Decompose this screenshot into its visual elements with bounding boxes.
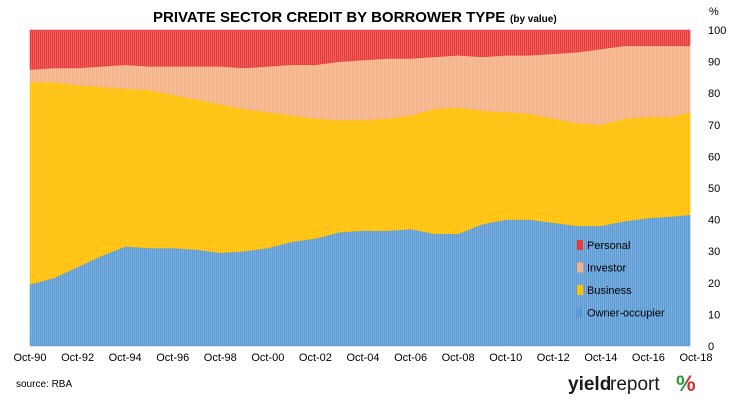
x-tick-label: Oct-10 [489,352,522,364]
y-tick-label: 20 [708,278,720,290]
legend-swatch [577,285,583,295]
y-tick-label: 80 [708,88,720,100]
x-tick-label: Oct-14 [584,352,617,364]
legend-swatch [577,240,583,250]
y-tick-label: 70 [708,120,720,132]
x-tick-label: Oct-08 [442,352,475,364]
x-tick-label: Oct-90 [13,352,46,364]
x-tick-label: Oct-18 [679,352,712,364]
x-tick-label: Oct-06 [394,352,427,364]
legend-swatch [577,307,583,318]
x-axis: Oct-90 Oct-92 Oct-94 Oct-96 Oct-98 Oct-00 Oct-… [13,352,712,364]
x-tick-label: Oct-16 [632,352,665,364]
plot-area [29,29,691,347]
y-tick-label: 60 [708,151,720,163]
y-tick-label: 50 [708,183,720,195]
x-tick-label: Oct-04 [346,352,379,364]
legend-swatch [577,262,583,273]
y-tick-label: 10 [708,309,720,321]
legend-label: Business [587,285,632,297]
logo-word-report: report [610,374,660,395]
y-tick-label: 30 [708,246,720,258]
source-note: source: RBA [16,379,72,390]
logo-percent: % [676,371,696,396]
legend-label: Owner-occupier [587,308,665,320]
legend-label: Personal [587,240,630,252]
x-tick-label: Oct-02 [299,352,332,364]
x-tick-label: Oct-94 [109,352,142,364]
y-unit-label: % [709,6,719,18]
logo-word-yield: yield [568,374,611,395]
x-tick-label: Oct-92 [61,352,94,364]
y-axis: 0 10 20 30 40 50 60 70 80 90 100 [708,25,726,353]
x-tick-label: Oct-96 [156,352,189,364]
x-tick-label: Oct-00 [251,352,284,364]
chart-subtitle: (by value) [510,14,557,25]
y-tick-label: 100 [708,25,726,37]
y-tick-label: 40 [708,215,720,227]
legend: Personal Investor Business Owner-occupier [577,240,665,320]
chart-title: PRIVATE SECTOR CREDIT BY BORROWER TYPE [153,9,505,26]
legend-label: Investor [587,263,626,275]
x-tick-label: Oct-98 [204,352,237,364]
yieldreport-logo: yield report % [568,371,696,396]
series-area-personal [29,29,691,70]
y-tick-label: 0 [708,341,714,353]
y-tick-label: 90 [708,57,720,69]
x-tick-label: Oct-12 [537,352,570,364]
